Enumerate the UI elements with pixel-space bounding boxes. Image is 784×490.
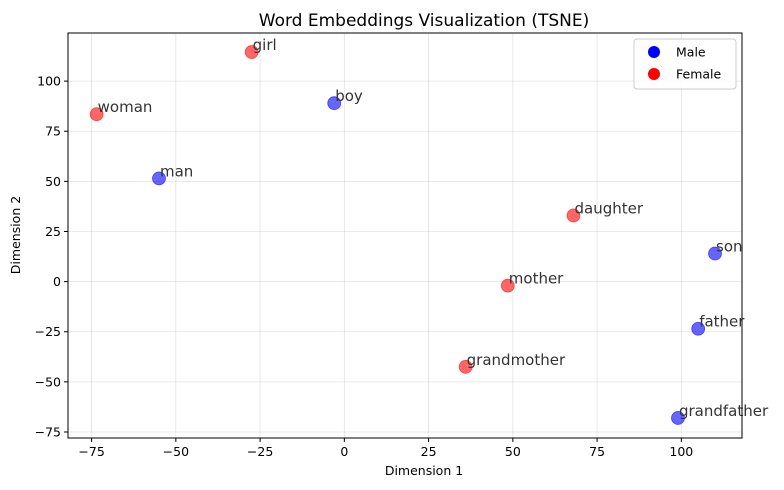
y-tick-label: 100	[37, 74, 61, 89]
x-axis-label: Dimension 1	[385, 463, 463, 478]
x-tick-label: 100	[669, 444, 693, 459]
point-label: father	[699, 313, 745, 331]
data-point	[500, 278, 515, 293]
x-tick-label: −25	[247, 444, 273, 459]
legend-marker	[648, 46, 660, 58]
y-tick-label: 75	[45, 124, 61, 139]
data-point	[327, 96, 342, 111]
y-tick-label: 50	[45, 174, 61, 189]
legend: Male Female	[633, 38, 737, 90]
point-label: man	[160, 162, 193, 180]
data-points	[89, 45, 722, 425]
grid-lines	[68, 33, 742, 438]
point-label: girl	[253, 36, 277, 54]
x-tick-label: 25	[421, 444, 437, 459]
y-tick-label: 0	[53, 274, 61, 289]
legend-label: Female	[676, 67, 722, 82]
y-tick-label: −75	[35, 424, 61, 439]
point-label: grandmother	[467, 351, 566, 369]
legend-marker	[648, 68, 660, 80]
y-axis-label: Dimension 2	[8, 196, 23, 274]
x-tick-label: −75	[78, 444, 104, 459]
data-point	[458, 359, 473, 374]
point-labels: boy man son father grandfather girl woman daugh…	[98, 36, 769, 420]
x-tick-label: 0	[340, 444, 348, 459]
y-axis-ticks: −75 −50 −25 0 25 50 75 100	[35, 74, 68, 439]
y-tick-label: −25	[35, 324, 61, 339]
data-point	[152, 171, 166, 186]
data-point	[566, 208, 581, 223]
data-point	[244, 45, 259, 59]
chart-title: Word Embeddings Visualization (TSNE)	[259, 11, 589, 31]
x-axis-ticks: −75 −50 −25 0 25 50 75 100	[78, 438, 693, 459]
legend-label: Male	[676, 45, 706, 60]
data-point	[89, 107, 104, 122]
point-label: woman	[98, 98, 153, 116]
x-tick-label: 75	[589, 444, 605, 459]
point-label: son	[716, 238, 743, 256]
point-label: daughter	[575, 199, 644, 217]
plot-frame	[67, 32, 743, 439]
data-point	[708, 246, 722, 261]
point-label: boy	[335, 87, 363, 105]
x-tick-label: −50	[163, 444, 189, 459]
data-point	[671, 411, 685, 425]
x-tick-label: 50	[505, 444, 521, 459]
y-tick-label: 25	[45, 224, 61, 239]
y-tick-label: −50	[35, 374, 61, 389]
data-point	[691, 321, 706, 336]
point-label: mother	[509, 270, 564, 288]
point-label: grandfather	[679, 402, 769, 420]
